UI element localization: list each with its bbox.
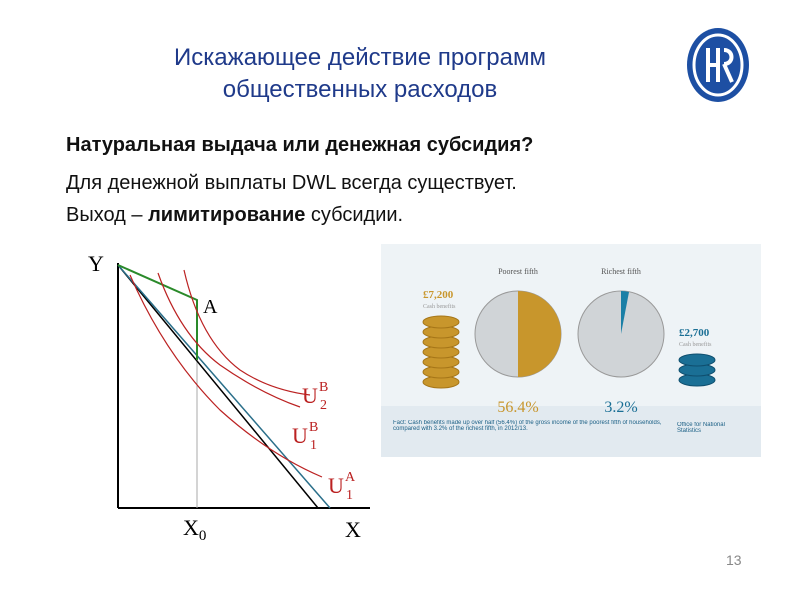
amount-note: Cash benefits <box>679 341 712 348</box>
fact-text: Fact: Cash benefits made up over half (5… <box>393 420 662 432</box>
body-line: Выход – лимитирование субсидии. <box>66 204 403 227</box>
text: B <box>319 380 328 395</box>
curve-label: UA 1 <box>328 470 356 503</box>
body-line: Для денежной выплаты DWL всегда существу… <box>66 172 517 194</box>
text: субсидии. <box>305 204 404 226</box>
text: A <box>345 470 356 485</box>
page-number: 13 <box>726 552 742 568</box>
curve-label: UB 2 <box>302 380 328 413</box>
text: U <box>292 423 308 448</box>
diagram: Y X X0 A UB 2UB 1UA 1 <box>88 251 370 544</box>
source: Office for National Statistics <box>677 422 725 434</box>
x0-label: X0 <box>183 515 206 544</box>
text: U <box>302 383 318 408</box>
x-axis-label: X <box>345 517 361 542</box>
amount: £7,200 <box>423 289 454 301</box>
share: 3.2% <box>604 399 637 416</box>
text: X <box>183 515 199 540</box>
curve-label: UB 1 <box>292 420 318 453</box>
point-label: A <box>203 296 218 318</box>
bold-text: лимитирование <box>148 204 306 226</box>
heading: Richest fifth <box>601 267 641 276</box>
logo <box>687 28 749 102</box>
y-axis-label: Y <box>88 251 104 276</box>
amount: £2,700 <box>679 327 710 339</box>
text: 1 <box>346 488 353 503</box>
fact: Fact: Cash benefits made up over half (5… <box>393 420 662 432</box>
text: 0 <box>199 528 207 544</box>
text: B <box>309 420 318 435</box>
title-line: общественных расходов <box>222 76 498 103</box>
text: 1 <box>310 438 317 453</box>
source-text: Office for National Statistics <box>677 422 725 434</box>
text: Выход – <box>66 204 149 226</box>
share: 56.4% <box>497 399 538 416</box>
heading: Poorest fifth <box>498 267 538 276</box>
title-line: Искажающее действие программ <box>174 44 546 71</box>
amount-note: Cash benefits <box>423 303 456 310</box>
text: 2 <box>320 398 327 413</box>
text: U <box>328 473 344 498</box>
subtitle: Натуральная выдача или денежная субсидия… <box>66 134 534 156</box>
infographic: Poorest fifth Richest fifth £7,200 Cash … <box>381 244 761 457</box>
